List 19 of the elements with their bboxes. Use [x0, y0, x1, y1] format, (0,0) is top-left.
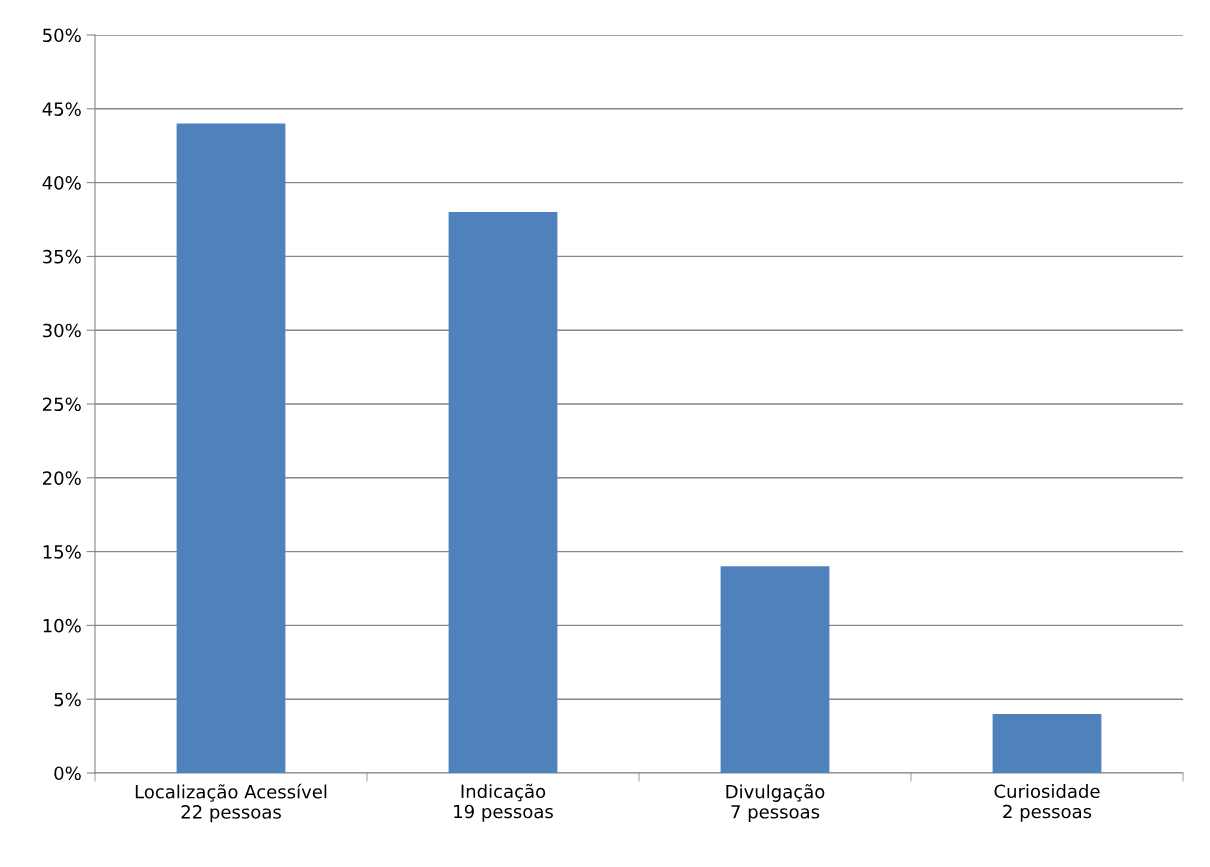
y-tick-label: 35% [43, 249, 81, 264]
y-tick-label: 15% [43, 545, 81, 559]
y-tick-label: 50% [43, 28, 81, 43]
y-tick-label: 45% [42, 102, 81, 116]
bar [720, 566, 830, 773]
y-tick-label: 20% [43, 471, 81, 485]
y-tick-label: 0% [54, 766, 81, 781]
y-tick-label: 10% [43, 618, 81, 633]
bar [176, 123, 286, 773]
y-tick-label: 40% [42, 176, 81, 190]
y-tick-label: 30% [43, 323, 81, 338]
bar [448, 212, 558, 773]
x-tick-label: Indicação 19 pessoas [454, 783, 553, 822]
x-tick-label: Divulgação 7 pessoas [726, 784, 825, 823]
x-tick-label: Curiosidade 2 pessoas [994, 784, 1100, 822]
bar [992, 713, 1102, 773]
y-tick-label: 25% [43, 397, 81, 412]
x-tick-label: Localização Acessível 22 pessoas [135, 783, 327, 823]
y-tick-label: 5% [54, 692, 81, 707]
